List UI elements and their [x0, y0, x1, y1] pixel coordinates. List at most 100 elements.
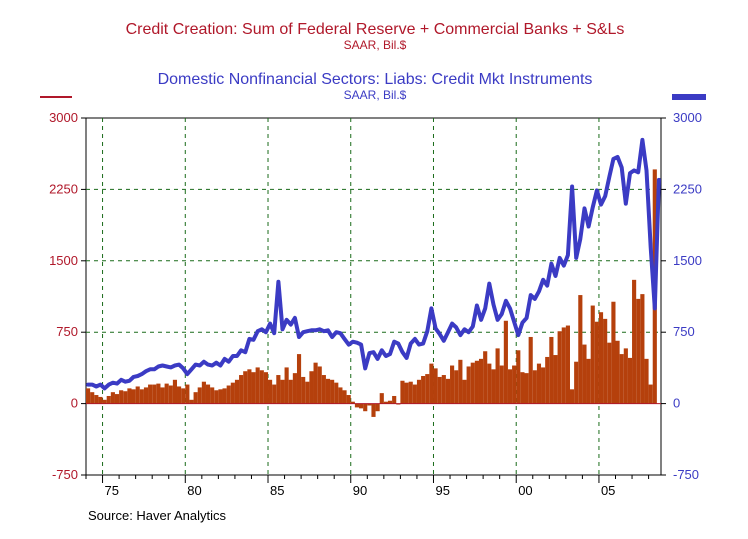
y-axis-left: 3000 2250 1500 750 0 -750	[49, 110, 86, 482]
bar	[296, 354, 302, 404]
series2-title: Domestic Nonfinancial Sectors: Liabs: Cr…	[158, 71, 593, 88]
bar	[474, 360, 479, 404]
bar	[516, 350, 521, 404]
bar	[102, 399, 107, 404]
y-right-tick-label: -750	[673, 467, 699, 482]
x-tick-label: 75	[105, 483, 119, 498]
bar	[371, 403, 376, 417]
bar	[354, 403, 360, 408]
bar	[445, 378, 451, 404]
bar	[230, 382, 235, 404]
bar	[425, 374, 430, 404]
y-left-tick-label: 1500	[49, 253, 78, 268]
y-right-tick-label: 3000	[673, 110, 702, 125]
series1-title: Credit Creation: Sum of Federal Reserve …	[126, 21, 625, 38]
bar	[168, 385, 173, 404]
bar-series	[86, 169, 657, 417]
x-tick-label: 80	[187, 483, 201, 498]
bar	[636, 298, 641, 404]
bar	[218, 389, 223, 404]
bar	[222, 388, 227, 404]
bar	[524, 373, 529, 404]
bar	[98, 396, 103, 404]
bar	[569, 389, 575, 404]
bar	[288, 379, 293, 404]
bar	[549, 336, 554, 404]
bar	[280, 379, 285, 404]
x-tick-label: 95	[435, 483, 449, 498]
bar	[458, 359, 463, 404]
bar	[94, 395, 99, 404]
bar	[379, 393, 384, 404]
bar	[367, 403, 372, 406]
bar	[503, 320, 508, 404]
bar	[594, 321, 599, 404]
x-tick-label: 05	[601, 483, 615, 498]
bar	[127, 388, 132, 404]
bar	[611, 301, 616, 404]
bar	[255, 367, 260, 404]
bar	[193, 392, 198, 404]
series1-unit: SAAR, Bil.$	[344, 38, 407, 52]
bar	[131, 389, 136, 404]
bar	[607, 342, 612, 404]
bar	[627, 357, 633, 404]
bar	[214, 390, 219, 404]
bar	[512, 365, 517, 404]
bar	[536, 363, 542, 404]
bar	[210, 387, 215, 404]
y-right-tick-label: 2250	[673, 181, 702, 196]
bar	[578, 295, 583, 404]
bar	[276, 375, 281, 404]
bar	[301, 376, 306, 404]
bar	[363, 403, 368, 412]
bar	[619, 354, 624, 404]
bar	[412, 384, 417, 404]
bar	[495, 348, 500, 404]
bar	[143, 387, 149, 404]
bar	[491, 369, 496, 404]
bar	[189, 399, 194, 404]
bar	[243, 371, 248, 404]
source-note: Source: Haver Analytics	[88, 508, 227, 523]
series2-unit: SAAR, Bil.$	[344, 88, 407, 102]
bar	[408, 381, 413, 404]
bar	[263, 372, 269, 404]
bar	[160, 387, 165, 404]
bar	[450, 365, 455, 404]
y-left-tick-label: 3000	[49, 110, 78, 125]
bar	[483, 351, 488, 404]
bar	[615, 340, 620, 404]
y-left-tick-label: 750	[56, 324, 78, 339]
bar	[400, 380, 405, 404]
bar	[317, 366, 322, 404]
bar	[201, 381, 206, 404]
y-left-tick-label: -750	[52, 467, 78, 482]
bar	[247, 369, 252, 404]
bar	[466, 366, 471, 404]
bar	[119, 390, 124, 404]
bar	[292, 373, 297, 404]
bar	[433, 368, 438, 404]
bar	[135, 386, 140, 404]
bar	[441, 375, 446, 404]
bar	[114, 394, 120, 404]
x-tick-label: 00	[518, 483, 532, 498]
grid	[86, 118, 661, 475]
bar	[454, 370, 459, 404]
bar	[148, 384, 153, 404]
bar	[359, 403, 364, 409]
bar	[330, 379, 335, 404]
bar	[177, 386, 182, 404]
bar	[561, 327, 566, 404]
bar	[305, 381, 310, 404]
bar	[284, 367, 289, 404]
bar	[106, 395, 111, 404]
bar	[152, 384, 157, 404]
bar	[110, 392, 115, 404]
bar	[478, 358, 484, 404]
bar	[462, 379, 467, 404]
bar	[392, 395, 397, 404]
bar	[507, 369, 513, 404]
bar	[350, 401, 355, 404]
